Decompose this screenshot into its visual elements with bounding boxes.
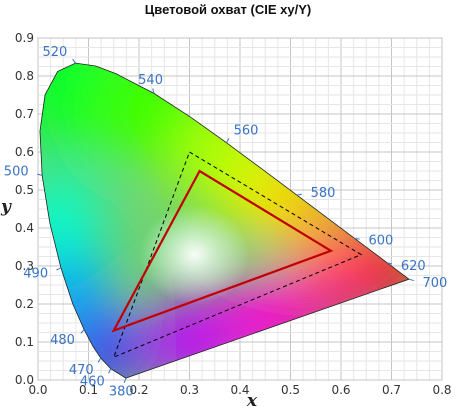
wavelength-label: 520 [43,45,68,60]
wavelength-label: 540 [138,73,163,88]
y-tick-label: 0.1 [15,335,34,349]
x-tick-label: 0.6 [331,383,350,397]
wavelength-label: 470 [69,363,94,378]
wavelength-label: 560 [234,124,259,139]
y-tick-label: 0.6 [15,145,34,159]
wavelength-label: 700 [422,276,447,291]
wavelength-label: 500 [4,165,29,180]
wavelength-label: 620 [401,259,426,274]
y-tick-label: 0.9 [15,31,34,45]
x-tick-label: 0.8 [432,383,451,397]
y-tick-label: 0.0 [15,373,34,387]
y-axis-label: y [0,197,12,217]
y-tick-label: 0.8 [15,69,34,83]
white-point-glow [140,205,250,305]
x-axis-label: x [246,391,258,408]
wavelength-label: 600 [368,233,393,248]
wavelength-label: 580 [311,186,336,201]
y-tick-label: 0.4 [15,221,34,235]
y-tick-label: 0.2 [15,297,34,311]
y-tick-label: 0.7 [15,107,34,121]
x-tick-label: 0.7 [382,383,401,397]
wavelength-label: 490 [23,267,48,282]
wavelength-label: 480 [50,333,75,348]
wavelength-label: 380 [109,384,134,399]
x-tick-label: 0.3 [180,383,199,397]
wavelength-tick [355,238,360,239]
y-tick-label: 0.5 [15,183,34,197]
x-tick-label: 0.5 [281,383,300,397]
chart-title: Цветовой охват (CIE xy/Y) [0,2,456,17]
